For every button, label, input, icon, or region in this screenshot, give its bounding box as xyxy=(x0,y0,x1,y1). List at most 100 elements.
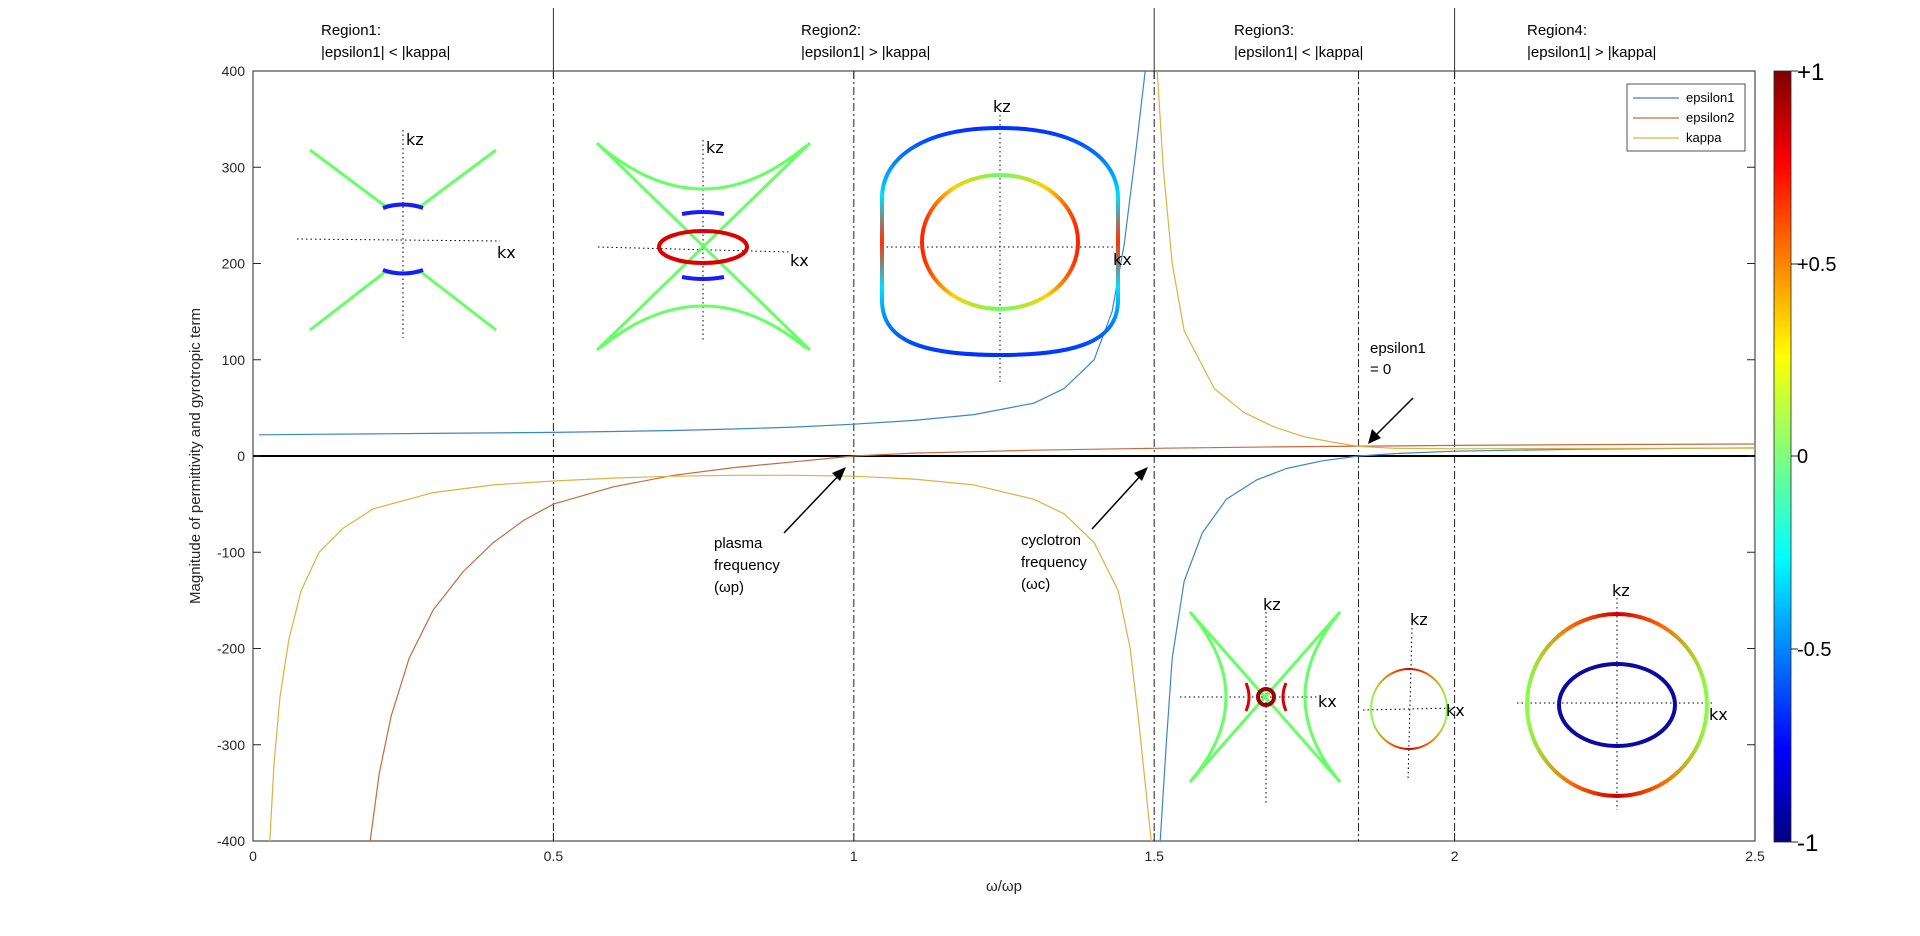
colorbar-tick-top: +1 xyxy=(1791,59,1824,86)
x-tick-label-3: 1.5 xyxy=(1144,848,1164,864)
series-line-kappa xyxy=(269,70,1756,842)
cyclotron-frequency-annotation: cyclotron frequency (ωc) xyxy=(1021,467,1148,593)
epsilon1-zero-arrow xyxy=(1372,397,1414,439)
y-tick-label-3: 100 xyxy=(222,352,246,368)
x-tick-label-0: 0 xyxy=(249,848,257,864)
region-2-condition: |epsilon1| > |kappa| xyxy=(801,44,930,61)
plasma-annotation-line-3: (ωp) xyxy=(714,579,744,596)
colorbar-label-minus-1: -1 xyxy=(1797,830,1818,857)
inset2-upper-dip xyxy=(681,210,725,216)
inset4-left-branch xyxy=(1188,611,1228,783)
inset5-kz-label: kz xyxy=(1410,610,1428,629)
inset2-kx-axis xyxy=(597,246,791,253)
colorbar-label-plus-half: +0.5 xyxy=(1797,254,1836,276)
inset-region2b: kz kx xyxy=(880,97,1132,383)
inset6-outer-ring xyxy=(1525,612,1709,798)
plasma-annotation-line-1: plasma xyxy=(714,535,763,552)
inset1-kz-label: kz xyxy=(406,130,424,149)
x-tick-label-5: 2.5 xyxy=(1745,848,1765,864)
inset2-red-ellipse xyxy=(657,229,749,265)
x-tick-label-2: 1 xyxy=(850,848,858,864)
region-3-label: Region3: |epsilon1| < |kappa| xyxy=(1234,22,1363,61)
inset3-outer-ring xyxy=(880,125,1120,358)
series-line-epsilon2 xyxy=(369,443,1756,842)
region-3-name: Region3: xyxy=(1234,22,1294,39)
series-layer xyxy=(258,70,1756,842)
cyclotron-arrow xyxy=(1091,471,1145,530)
inset3-kz-label: kz xyxy=(993,97,1011,116)
inset-region3b: kz kx xyxy=(1362,610,1465,781)
legend-label-epsilon2: epsilon2 xyxy=(1686,110,1734,125)
inset5-kx-label: kx xyxy=(1446,701,1465,720)
inset2-kx-label: kx xyxy=(790,251,809,270)
region-4-label: Region4: |epsilon1| > |kappa| xyxy=(1527,22,1656,61)
region-3-condition: |epsilon1| < |kappa| xyxy=(1234,44,1363,61)
region-1-condition: |epsilon1| < |kappa| xyxy=(321,44,450,61)
y-axis-label: Magnitude of permittivity and gyrotropic… xyxy=(187,308,204,604)
plasma-frequency-annotation: plasma frequency (ωp) xyxy=(714,467,846,596)
inset2-lower-branch xyxy=(599,304,807,350)
inset-region1: kz kx xyxy=(296,130,516,338)
y-tick-label-5: -100 xyxy=(217,544,245,560)
plasma-arrow xyxy=(783,471,843,534)
region-4-condition: |epsilon1| > |kappa| xyxy=(1527,44,1656,61)
inset4-kx-label: kx xyxy=(1318,692,1337,711)
y-tick-label-4: 0 xyxy=(237,448,245,464)
inset4-right-tip xyxy=(1281,682,1288,712)
inset6-kx-label: kx xyxy=(1709,705,1728,724)
region-2-name: Region2: xyxy=(801,22,861,39)
x-axis-label: ω/ωp xyxy=(986,878,1022,895)
legend-label-epsilon1: epsilon1 xyxy=(1686,90,1734,105)
x-axis-ticks: 0 0.5 1 1.5 2 2.5 xyxy=(249,71,1765,864)
inset-region4: kz kx xyxy=(1517,581,1728,810)
colorbar-gradient xyxy=(1773,70,1792,843)
colorbar-tick-zero: 0 xyxy=(1791,446,1808,468)
colorbar: +1 +0.5 0 -0.5 -1 xyxy=(1773,59,1836,857)
legend-label-kappa: kappa xyxy=(1686,130,1722,145)
inset5-ellipse xyxy=(1370,668,1448,750)
colorbar-label-minus-half: -0.5 xyxy=(1797,639,1831,661)
cyclotron-annotation-line-3: (ωc) xyxy=(1021,576,1050,593)
inset6-kz-label: kz xyxy=(1612,581,1630,600)
epsilon1-zero-line-2: = 0 xyxy=(1370,361,1391,378)
inset2-lower-dip xyxy=(681,275,725,281)
y-tick-label-6: -200 xyxy=(217,641,245,657)
series-line-epsilon1 xyxy=(258,70,1756,842)
inset4-left-tip xyxy=(1244,682,1251,712)
region-dividers xyxy=(552,8,1456,71)
y-tick-label-1: 300 xyxy=(222,159,246,175)
cyclotron-annotation-line-2: frequency xyxy=(1021,554,1087,571)
inset4-cross xyxy=(1188,611,1342,783)
plasma-arrow-head xyxy=(832,467,846,481)
region-1-label: Region1: |epsilon1| < |kappa| xyxy=(321,22,450,61)
inset-region2a: kz kx xyxy=(595,138,812,352)
x-tick-label-1: 0.5 xyxy=(544,848,564,864)
cyclotron-annotation-line-1: cyclotron xyxy=(1021,532,1081,549)
y-tick-label-2: 200 xyxy=(222,256,246,272)
inset1-kx-label: kx xyxy=(497,243,516,262)
inset1-lower-dip xyxy=(382,268,424,276)
cyclotron-arrow-head xyxy=(1134,467,1148,481)
inset-region3a: kz kx xyxy=(1180,595,1342,805)
legend: epsilon1 epsilon2 kappa xyxy=(1626,83,1746,152)
inset4-small-circle xyxy=(1256,687,1276,707)
y-axis-ticks: 400 300 200 100 0 -100 -200 -300 -400 xyxy=(217,63,1755,849)
y-tick-label-0: 400 xyxy=(222,63,246,79)
inset1-upper-dip xyxy=(382,202,424,210)
colorbar-label-zero: 0 xyxy=(1797,446,1808,468)
y-tick-label-7: -300 xyxy=(217,737,245,753)
epsilon1-zero-line-1: epsilon1 xyxy=(1370,340,1426,357)
y-tick-label-8: -400 xyxy=(217,833,245,849)
inset3-kx-label: kx xyxy=(1113,250,1132,269)
plasma-annotation-line-2: frequency xyxy=(714,557,780,574)
colorbar-tick-bottom: -1 xyxy=(1791,830,1818,857)
inset3-inner-ring xyxy=(920,173,1080,311)
colorbar-tick-minus-half: -0.5 xyxy=(1791,639,1831,661)
inset5-kx-axis xyxy=(1362,707,1455,711)
colorbar-label-plus-1: +1 xyxy=(1797,59,1824,86)
inset5-kz-axis xyxy=(1407,627,1413,781)
region-1-name: Region1: xyxy=(321,22,381,39)
inset2-upper-branch xyxy=(599,144,807,191)
epsilon1-zero-annotation: epsilon1 = 0 xyxy=(1368,340,1426,444)
